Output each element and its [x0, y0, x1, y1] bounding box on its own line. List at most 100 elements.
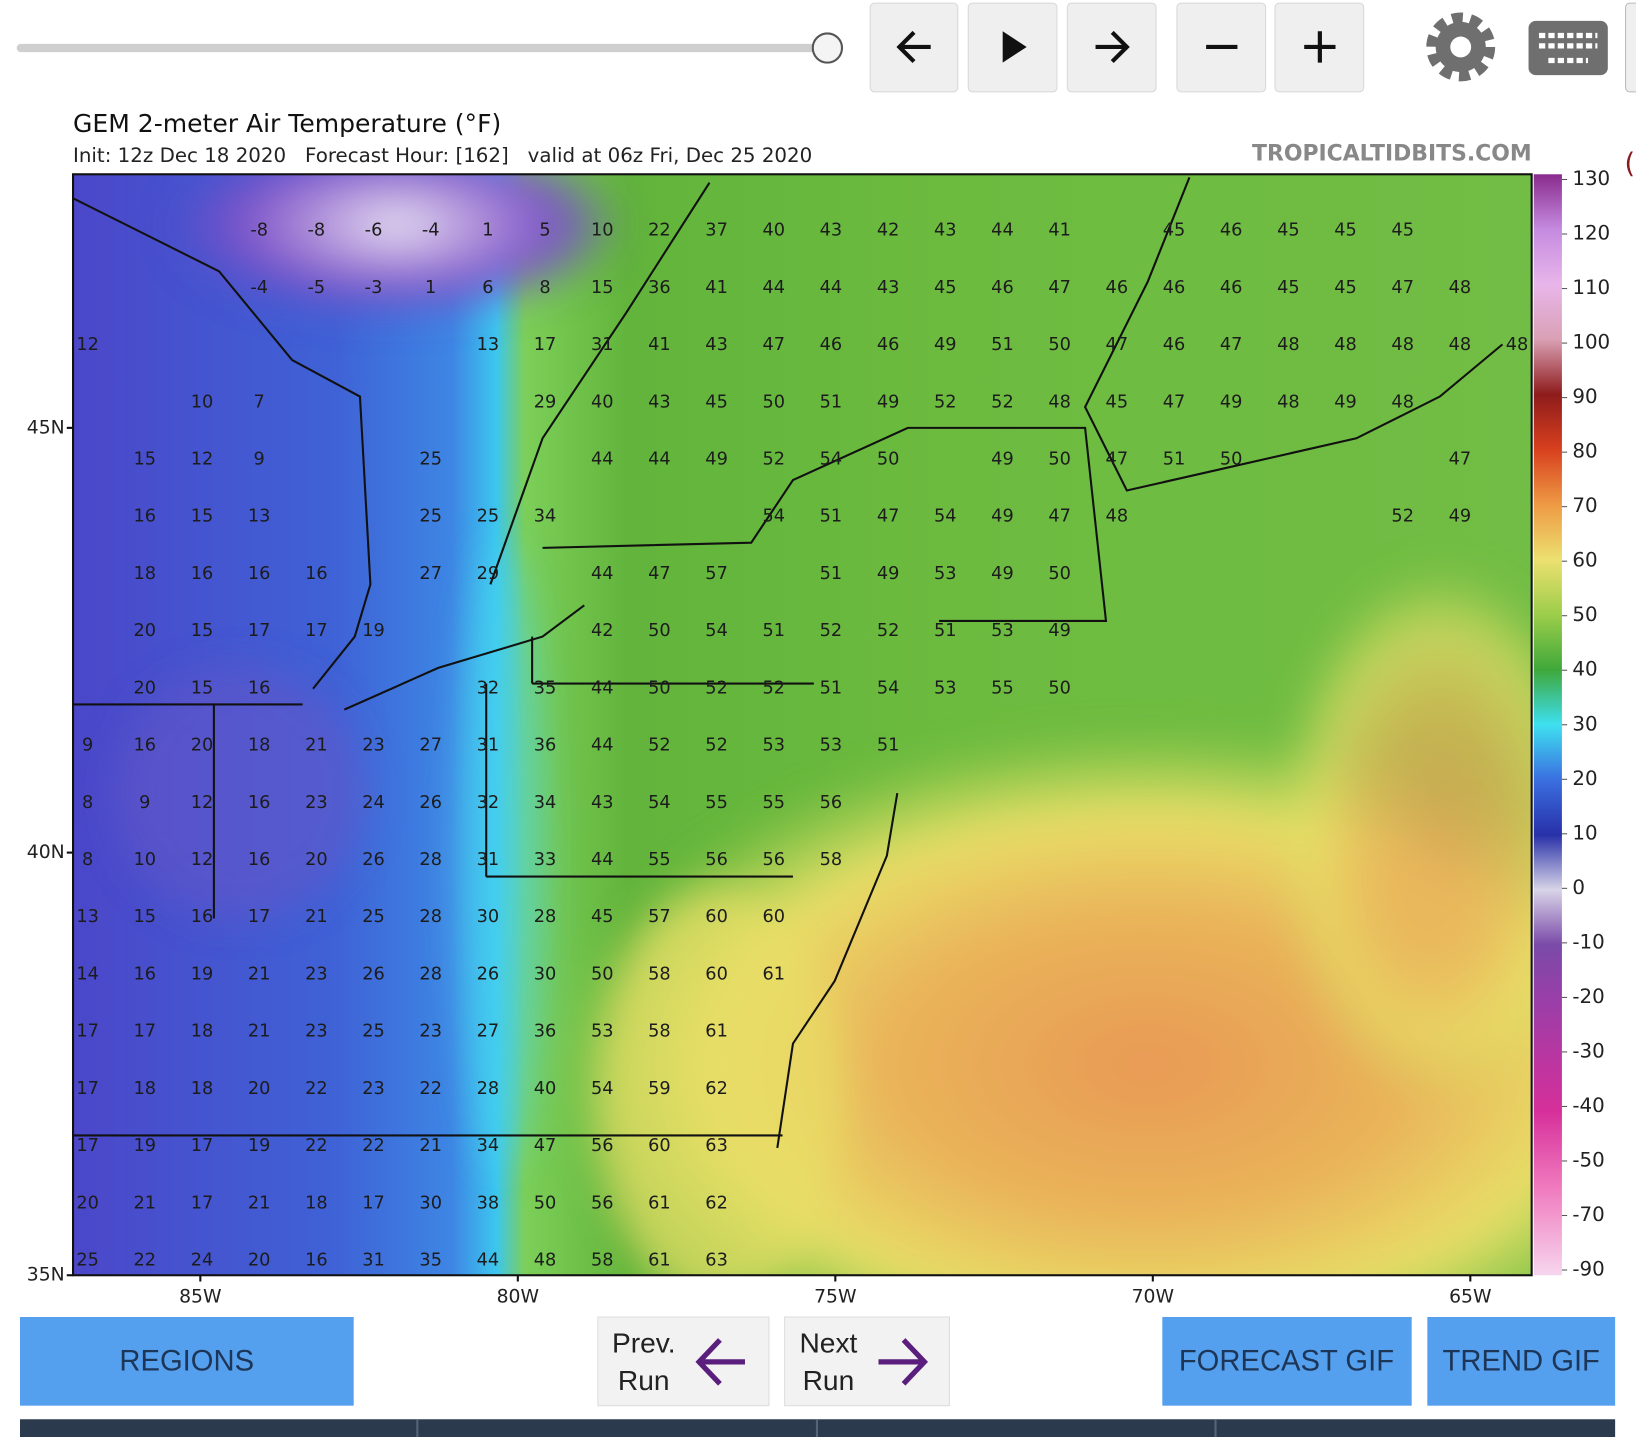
edge-text: (	[1625, 148, 1636, 179]
regions-label[interactable]: REGIONS	[119, 1346, 254, 1378]
temperature-value: 18	[134, 564, 157, 584]
temperature-value: 46	[877, 335, 900, 355]
temperature-value: -5	[308, 278, 326, 298]
temperature-value: 15	[191, 507, 214, 527]
temperature-value: 48	[1334, 335, 1357, 355]
temperature-value: 32	[477, 793, 500, 813]
temperature-value: 47	[1106, 335, 1129, 355]
temperature-value: 19	[248, 1136, 271, 1156]
temperature-value: 29	[534, 392, 557, 412]
colorbar-label: -30	[1572, 1039, 1604, 1062]
temperature-value: 51	[991, 335, 1014, 355]
temperature-value: 59	[648, 1079, 671, 1099]
colorbar-label: -70	[1572, 1203, 1604, 1226]
next-run-button[interactable]: Next Run	[784, 1316, 950, 1407]
temperature-value: 60	[705, 907, 728, 927]
temperature-value: 17	[362, 1193, 385, 1213]
temperature-value: 13	[477, 335, 500, 355]
temperature-value: 16	[248, 850, 271, 870]
temperature-value: 23	[305, 964, 328, 984]
temperature-value: 58	[648, 1022, 671, 1042]
temperature-value: 23	[362, 736, 385, 756]
temperature-value: 22	[305, 1079, 328, 1099]
temperature-value: 26	[419, 793, 442, 813]
temperature-value: 12	[191, 850, 214, 870]
colorbar-labels: 1301201101009080706050403020100-10-20-30…	[1561, 167, 1610, 1281]
temperature-value: 12	[76, 335, 99, 355]
temperature-value: 28	[534, 907, 557, 927]
temperature-value: 1	[425, 278, 436, 298]
temperature-value: 25	[477, 507, 500, 527]
temperature-value: 41	[705, 278, 728, 298]
temperature-value: 43	[591, 793, 614, 813]
temperature-value: 47	[1220, 335, 1243, 355]
back-button[interactable]	[869, 2, 959, 93]
temperature-value: 23	[419, 1022, 442, 1042]
temperature-value: 41	[1048, 221, 1071, 241]
temperature-value: 57	[648, 907, 671, 927]
zoom-in-button[interactable]	[1274, 2, 1365, 93]
temperature-value: 47	[1106, 450, 1129, 470]
temperature-value: 54	[648, 793, 671, 813]
temperature-value: 56	[820, 793, 843, 813]
temperature-value: 45	[1277, 278, 1300, 298]
temperature-value: 51	[1163, 450, 1186, 470]
keyboard-icon[interactable]	[1528, 20, 1608, 76]
temperature-value: 17	[191, 1136, 214, 1156]
temperature-value: 48	[1277, 392, 1300, 412]
temperature-value: 46	[991, 278, 1014, 298]
forecast-gif-label[interactable]: FORECAST GIF	[1179, 1346, 1394, 1378]
prev-run-label[interactable]: Run	[618, 1364, 670, 1396]
temperature-value: 47	[1048, 278, 1071, 298]
temperature-value: 23	[305, 1022, 328, 1042]
trend-gif-label[interactable]: TREND GIF	[1443, 1346, 1600, 1378]
temperature-value: 15	[191, 678, 214, 698]
temperature-value: 21	[134, 1193, 157, 1213]
temperature-value: 7	[254, 392, 265, 412]
slider-knob[interactable]	[811, 32, 844, 64]
next-run-label[interactable]: Next	[799, 1327, 857, 1359]
temperature-value: 16	[305, 564, 328, 584]
temperature-value: 15	[134, 450, 157, 470]
temperature-value: 14	[76, 964, 99, 984]
temperature-value: -4	[250, 278, 268, 298]
temperature-value: 53	[934, 564, 957, 584]
colorbar-label: -20	[1572, 985, 1604, 1008]
temperature-value: 49	[877, 564, 900, 584]
partial-button[interactable]	[1625, 2, 1636, 93]
temperature-value: 56	[762, 850, 785, 870]
forward-button[interactable]	[1066, 2, 1157, 93]
colorbar-label: 120	[1572, 222, 1610, 245]
temperature-value: 21	[419, 1136, 442, 1156]
prev-run-label[interactable]: Prev.	[612, 1327, 676, 1359]
next-run-label[interactable]: Run	[803, 1364, 855, 1396]
temperature-value: 46	[1220, 278, 1243, 298]
temperature-value: 38	[477, 1193, 500, 1213]
temperature-value: 27	[477, 1022, 500, 1042]
zoom-out-button[interactable]	[1176, 2, 1267, 93]
watermark: TROPICALTIDBITS.COM	[1252, 141, 1532, 166]
prev-run-button[interactable]: Prev. Run	[597, 1316, 770, 1407]
temperature-value: 17	[534, 335, 557, 355]
temperature-value: 47	[877, 507, 900, 527]
temperature-value: 28	[419, 850, 442, 870]
regions-button[interactable]: REGIONS	[19, 1316, 354, 1406]
temperature-value: 43	[877, 278, 900, 298]
temperature-value: 19	[191, 964, 214, 984]
temperature-value: 16	[248, 793, 271, 813]
temperature-value: 17	[76, 1136, 99, 1156]
temperature-value: 17	[76, 1022, 99, 1042]
temperature-value: 32	[477, 678, 500, 698]
colorbar-label: 70	[1572, 494, 1597, 517]
temperature-value: 51	[877, 736, 900, 756]
axes: 45N 40N 35N 85W 80W 75W 70W 65W	[27, 417, 1492, 1307]
settings-icon[interactable]	[1426, 12, 1496, 82]
temperature-value: 44	[820, 278, 843, 298]
temperature-value: -8	[308, 221, 326, 241]
temperature-value: 52	[762, 450, 785, 470]
play-button[interactable]	[967, 2, 1058, 93]
trend-gif-button[interactable]: TREND GIF	[1427, 1316, 1616, 1406]
forecast-gif-button[interactable]: FORECAST GIF	[1162, 1316, 1412, 1406]
temperature-value: 6	[482, 278, 493, 298]
temperature-value: 9	[254, 450, 265, 470]
